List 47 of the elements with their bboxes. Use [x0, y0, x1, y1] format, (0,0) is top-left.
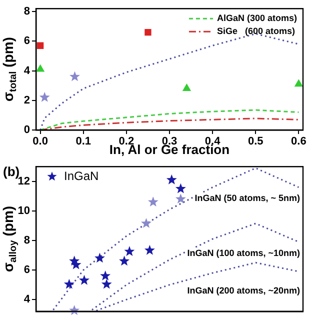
- line-series: [91, 222, 300, 311]
- point: [144, 28, 152, 36]
- point: [64, 278, 74, 289]
- y-axis-title: σtotal (pm): [0, 37, 19, 102]
- line-series: [52, 167, 300, 311]
- annotation: InGaN (50 atoms, ~ 5nm): [194, 192, 300, 203]
- text: (b): [3, 164, 20, 180]
- y-tick-label: 12: [18, 175, 30, 188]
- annotation: InGaN (100 atoms, ~10nm): [187, 248, 300, 258]
- y-tick-label: 10: [18, 204, 30, 217]
- point: [36, 64, 44, 72]
- point: [100, 270, 111, 280]
- y-tick-label: 6: [24, 264, 30, 276]
- y-tick-label: 0: [24, 124, 30, 136]
- point: [39, 92, 50, 102]
- line-series: [40, 109, 300, 130]
- x-tick-label: 0.5: [248, 136, 264, 148]
- annotation: InGaN (200 atoms, ~20nm): [187, 286, 300, 296]
- y-tick-label: 8: [24, 234, 30, 247]
- point: [148, 196, 158, 207]
- point: [36, 42, 44, 49]
- y-tick-label: 4: [24, 294, 31, 306]
- point: [175, 194, 186, 204]
- point: [119, 256, 130, 266]
- y-axis-title: σalloy (pm): [0, 206, 19, 272]
- line-series: [96, 262, 300, 312]
- legend-label: InGaN: [64, 168, 99, 183]
- legend-label: SiGe (600 atoms): [216, 26, 296, 36]
- point: [175, 183, 186, 194]
- point: [141, 218, 152, 228]
- y-tick-label: 8: [24, 6, 30, 18]
- point: [79, 274, 90, 285]
- point: [124, 246, 135, 256]
- point: [144, 244, 155, 255]
- y-tick-label: 4: [24, 64, 31, 77]
- x-tick-label: 0.6: [291, 136, 306, 148]
- point: [94, 252, 105, 263]
- y-tick-label: 6: [24, 35, 30, 48]
- y-tick-label: 2: [24, 94, 30, 106]
- legend-label: AlGaN (300 atoms): [216, 13, 298, 24]
- point: [101, 278, 112, 289]
- x-tick-label: 0.1: [76, 136, 92, 148]
- point: [182, 84, 191, 92]
- point: [166, 174, 177, 184]
- point: [294, 80, 303, 87]
- point: [70, 71, 80, 82]
- x-tick-label: 0.0: [32, 136, 48, 148]
